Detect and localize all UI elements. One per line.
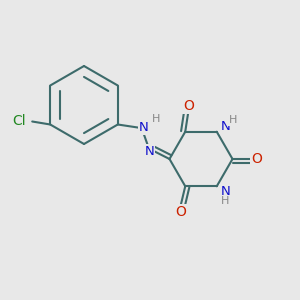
Text: O: O <box>183 99 194 113</box>
Text: H: H <box>152 114 160 124</box>
Text: Cl: Cl <box>13 115 26 128</box>
Text: N: N <box>138 121 148 134</box>
Text: H: H <box>229 115 237 125</box>
Text: O: O <box>175 205 186 219</box>
Text: N: N <box>144 145 154 158</box>
Text: N: N <box>220 120 230 133</box>
Text: N: N <box>220 185 230 198</box>
Text: H: H <box>221 196 229 206</box>
Text: O: O <box>251 152 262 166</box>
